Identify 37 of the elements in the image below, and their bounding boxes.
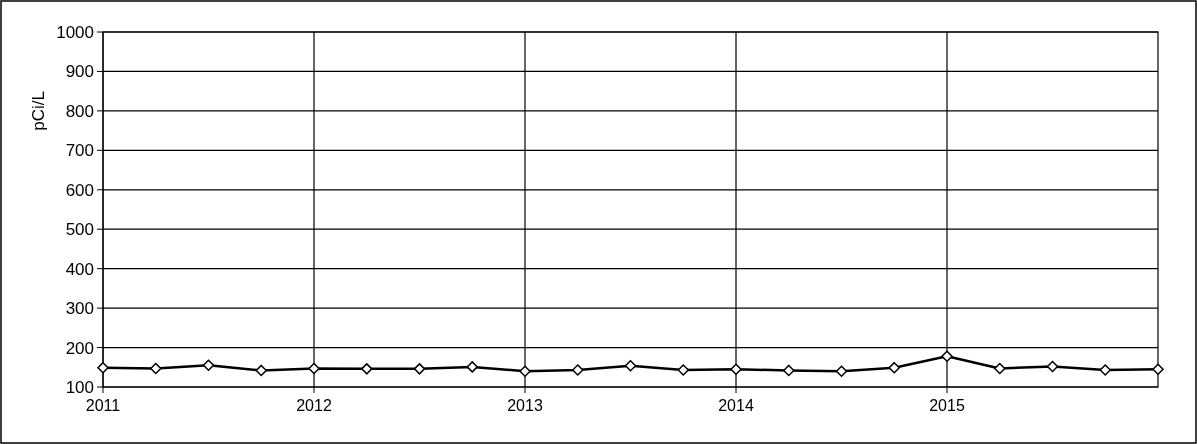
y-tick-label: 200 <box>65 338 94 358</box>
x-tick-label: 2014 <box>718 397 754 414</box>
point <box>1152 363 1164 375</box>
point <box>624 359 637 372</box>
point <box>888 361 900 374</box>
point <box>466 361 478 373</box>
y-tick-label: 400 <box>65 259 94 279</box>
y-tick-label: 800 <box>65 101 94 121</box>
point <box>835 365 848 377</box>
y-tick-label: 900 <box>65 62 94 82</box>
y-tick-label: 600 <box>65 180 94 200</box>
point <box>255 364 267 377</box>
point <box>413 363 426 375</box>
x-tick-label: 2012 <box>296 397 332 414</box>
point <box>994 362 1006 375</box>
y-tick-label: 500 <box>65 220 94 240</box>
point <box>730 363 742 375</box>
point <box>361 363 373 375</box>
point <box>97 361 109 374</box>
y-tick-label: 100 <box>65 377 94 397</box>
x-tick-label: 2011 <box>85 397 121 414</box>
x-tick-label: 2015 <box>929 397 965 414</box>
point <box>519 365 531 377</box>
x-tick-label: 2013 <box>507 397 543 414</box>
point <box>1099 364 1111 376</box>
point <box>308 362 320 375</box>
point <box>150 362 162 375</box>
point <box>941 350 953 362</box>
y-axis-title: pCi/L <box>29 91 48 131</box>
point <box>677 364 689 376</box>
point <box>783 364 795 377</box>
point <box>1046 360 1059 373</box>
point <box>572 364 584 376</box>
y-tick-label: 300 <box>65 299 94 319</box>
point <box>202 359 215 372</box>
y-tick-label: 700 <box>65 141 94 161</box>
y-tick-label: 1000 <box>56 22 94 42</box>
